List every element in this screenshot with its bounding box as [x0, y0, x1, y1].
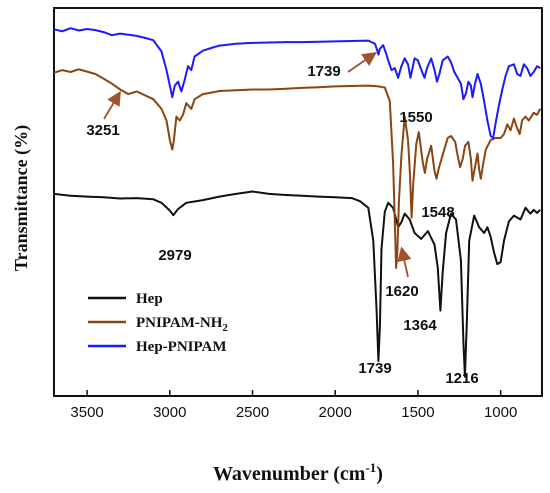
x-tick-label: 2500 — [236, 404, 269, 421]
annotation-layer: 1739 1550 3251 1548 2979 1620 1364 1739 1216 — [86, 51, 479, 387]
peak-label: 1739 — [358, 360, 391, 377]
x-tick-label: 3000 — [153, 404, 186, 421]
legend: Hep PNIPAM-NH2 Hep-PNIPAM — [88, 291, 228, 355]
peak-label: 1550 — [399, 109, 432, 126]
x-axis-label: Wavenumber (cm-1) — [213, 460, 383, 485]
peak-label: 1739 — [307, 63, 340, 80]
peak-label: 3251 — [86, 122, 119, 139]
series-layer — [53, 27, 542, 378]
annotation-arrow — [103, 90, 121, 120]
annotation-arrow — [397, 246, 412, 278]
series-line-2 — [53, 68, 542, 269]
x-tick-label: 1000 — [484, 404, 517, 421]
series-line-1 — [53, 190, 541, 378]
x-tick-layer: 3500 3000 2500 2000 1500 1000 — [70, 390, 517, 421]
peak-label: 1620 — [385, 283, 418, 300]
peak-label: 2979 — [158, 247, 191, 264]
legend-label: PNIPAM-NH2 — [136, 315, 228, 334]
peak-label: 1548 — [421, 204, 454, 221]
plot-frame — [53, 7, 543, 397]
x-tick-label: 2000 — [319, 404, 352, 421]
x-axis-label-sup: -1 — [365, 460, 376, 475]
legend-label: Hep-PNIPAM — [136, 339, 227, 355]
annotation-arrow — [347, 51, 377, 73]
series-line-3 — [53, 27, 541, 139]
peak-label: 1216 — [445, 370, 478, 387]
peak-label: 1364 — [403, 317, 437, 334]
x-axis-label-end: ) — [376, 463, 383, 485]
legend-label: Hep — [136, 291, 163, 307]
x-tick-label: 1500 — [401, 404, 434, 421]
x-tick-label: 3500 — [70, 404, 103, 421]
x-axis-label-main: Wavenumber (cm — [213, 463, 366, 485]
y-axis-label: Transmittance (%) — [11, 125, 32, 271]
